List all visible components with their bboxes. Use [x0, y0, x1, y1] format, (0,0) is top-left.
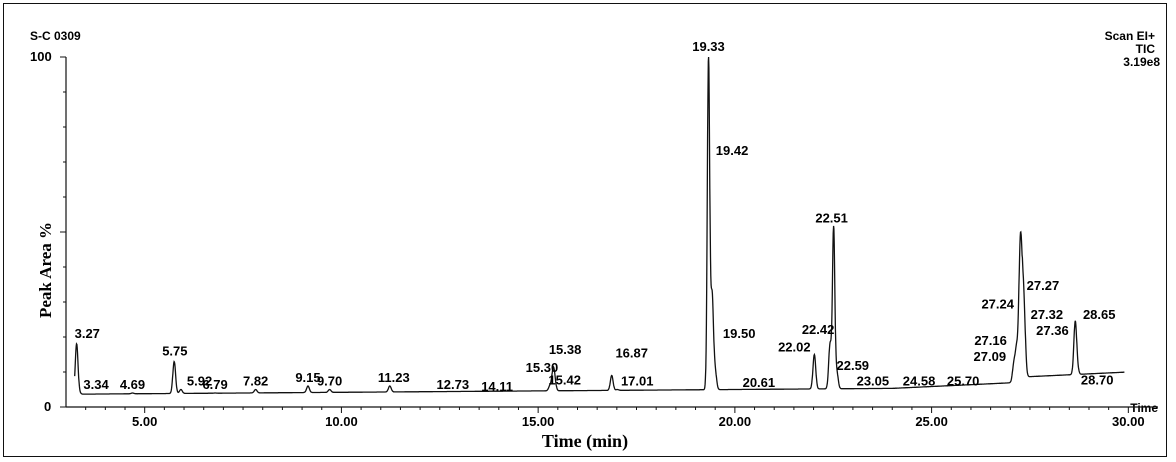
peak-label: 3.27: [75, 326, 100, 341]
scan-mode: Scan EI+: [1105, 29, 1155, 43]
peak-label: 27.24: [981, 297, 1014, 312]
peak-label: 15.38: [549, 342, 582, 357]
axes: 5.00 10.00 15.00 20.00 25.00 30.00: [60, 56, 1158, 429]
peak-label: 22.51: [815, 211, 848, 226]
x-tick-label: 25.00: [915, 414, 948, 429]
tic-trace: [74, 56, 1125, 395]
x-tick-label: 5.00: [132, 414, 157, 429]
peak-label: 27.16: [974, 333, 1007, 348]
peak-label: 19.42: [716, 143, 749, 158]
x-tick-label: 30.00: [1112, 414, 1145, 429]
peak-label: 19.50: [723, 326, 756, 341]
peak-label: 22.02: [778, 340, 811, 355]
y-tick-label-top: 100: [30, 49, 52, 64]
peak-label: 15.42: [548, 373, 581, 388]
peak-label: 19.33: [692, 39, 725, 54]
peak-label: 17.01: [621, 374, 654, 389]
peak-label: 25.70: [947, 374, 980, 389]
peak-label: 27.32: [1031, 307, 1064, 322]
peak-label: 23.05: [857, 374, 890, 389]
y-axis-title: Peak Area %: [36, 222, 55, 318]
peak-label: 24.58: [903, 374, 936, 389]
peak-label: 27.09: [974, 349, 1007, 364]
peak-label: 22.42: [802, 322, 835, 337]
peak-label: 28.65: [1083, 307, 1116, 322]
tic-label: TIC: [1136, 42, 1156, 56]
x-tick-label: 15.00: [522, 414, 555, 429]
peak-label: 6.79: [202, 377, 227, 392]
x-tick-label: 20.00: [719, 414, 752, 429]
peak-label: 4.69: [120, 377, 145, 392]
x-tick-label: 10.00: [325, 414, 358, 429]
peak-label: 28.70: [1081, 373, 1114, 388]
peak-label: 12.73: [437, 377, 470, 392]
x-axis-title: Time (min): [542, 431, 628, 452]
peak-label: 15.30: [526, 360, 559, 375]
y-tick-label-bottom: 0: [44, 399, 51, 414]
peak-labels: 3.27 3.34 4.69 5.755.926.79 7.82 9.159.70 11.2…: [75, 39, 1116, 394]
peak-label: 5.75: [162, 344, 187, 359]
x-axis-unit-label: Time: [1130, 401, 1158, 415]
peak-label: 9.70: [317, 374, 342, 389]
chart-frame: [3, 3, 1167, 457]
peak-label: 7.82: [243, 374, 268, 389]
peak-label: 27.27: [1027, 278, 1060, 293]
peak-label: 5.92: [187, 374, 212, 389]
intensity-scale: 3.19e8: [1123, 55, 1160, 69]
peak-label: 14.11: [481, 379, 513, 394]
peak-label: 16.87: [615, 346, 648, 361]
peak-label: 20.61: [743, 375, 776, 390]
peak-label: 3.34: [83, 377, 109, 392]
peak-label: 11.23: [378, 370, 410, 385]
peak-label: 22.59: [837, 358, 870, 373]
peak-label: 27.36: [1036, 323, 1069, 338]
peak-label: 9.15: [295, 370, 320, 385]
sample-id: S-C 0309: [30, 29, 81, 43]
